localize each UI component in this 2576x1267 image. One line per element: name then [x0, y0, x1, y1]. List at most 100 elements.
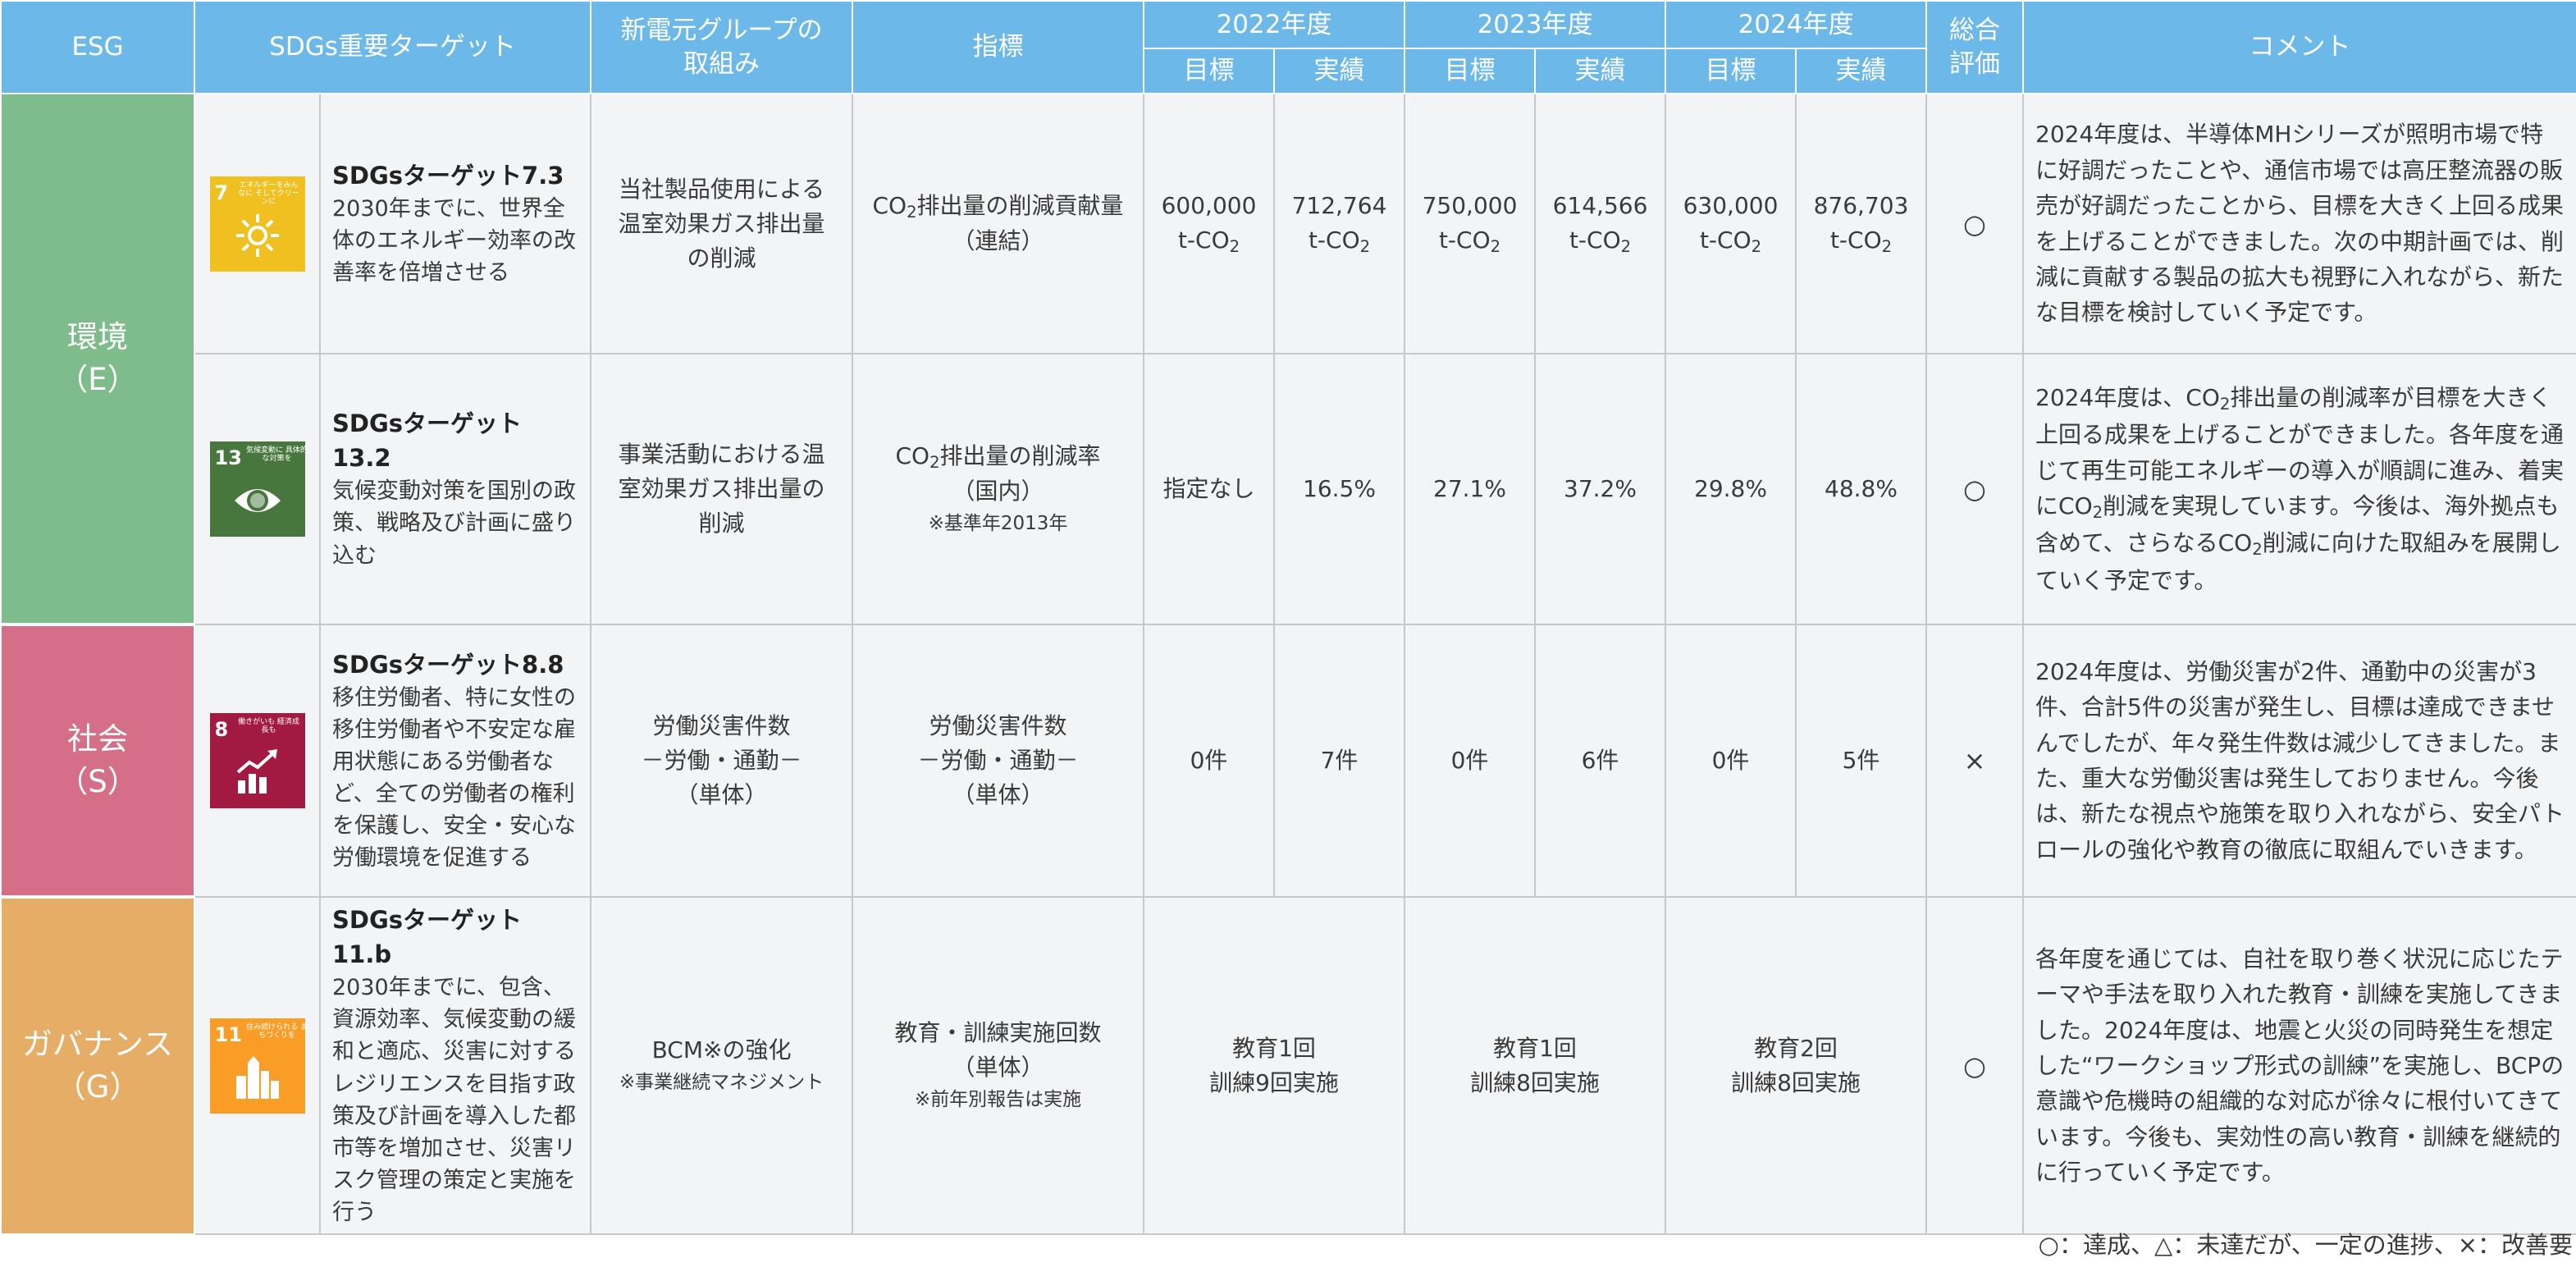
indicator-cell: 労働災害件数 －労働・通勤－ （単体） — [852, 624, 1145, 898]
subscript: 2 — [1229, 236, 1240, 256]
header-esg: ESG — [0, 0, 195, 94]
comment-text: 削減を実現しています。今後は、海外拠点も含めて、さらなるCO — [2035, 492, 2560, 557]
unit: t-CO — [1177, 226, 1230, 254]
effort-text: BCM※の強化 — [651, 1036, 792, 1064]
value-2022-combined: 教育1回 訓練9回実施 — [1143, 895, 1406, 1236]
indicator-scope: （国内） — [952, 478, 1044, 505]
indicator-text: 排出量の削減率 — [939, 441, 1101, 469]
sdg-target-cell: SDGsターゲット13.2 気候変動対策を国別の政策、戦略及び計画に盛り込む — [318, 353, 592, 625]
header-efforts: 新電元グループの取組み — [590, 0, 854, 94]
value-2024-target: 630,000 t-CO2 — [1665, 93, 1797, 354]
indicator-cell: 教育・訓練実施回数 （単体） ※前年別報告は実施 — [852, 895, 1145, 1236]
sdg-goal-text: エネルギーをみんなに そしてクリーンに — [238, 181, 299, 207]
indicator-text: CO — [872, 191, 907, 219]
evaluation-cell: × — [1925, 624, 2025, 898]
value-number: 876,703 — [1813, 191, 1909, 219]
value-2022-target: 600,000 t-CO2 — [1143, 93, 1276, 354]
sdg-target-title: SDGsターゲット13.2 — [332, 409, 523, 473]
eye-globe-icon — [234, 489, 281, 512]
value-2022-actual: 712,764 t-CO2 — [1273, 93, 1406, 354]
value-2023-combined: 教育1回訓練8回実施 — [1404, 895, 1667, 1236]
sdg-number: 8 — [214, 718, 229, 741]
comment-text: 2024年度は、CO — [2035, 384, 2220, 412]
value-number: 750,000 — [1422, 191, 1518, 219]
value-2024-actual: 876,703 t-CO2 — [1795, 93, 1928, 354]
sdg-icon-cell: 11 住み続けられる まちづくりを — [194, 895, 321, 1236]
comment-text: 削減に向けた取組みを展開していく予定です。 — [2035, 529, 2561, 594]
table-row: 環境 （E） 7 エネルギーをみんなに そしてクリーンに — [0, 93, 2576, 626]
value-2022-target: 0件 — [1143, 624, 1276, 898]
unit: t-CO — [1569, 226, 1621, 254]
comment-cell: 2024年度は、半導体MHシリーズが照明市場で特に好調だったことや、通信市場では… — [2022, 93, 2576, 354]
sdg11-badge: 11 住み続けられる まちづくりを — [209, 1018, 308, 1114]
effort-cell: 当社製品使用による温室効果ガス排出量の削減 — [590, 93, 854, 354]
value-2024-actual: 48.8% — [1795, 353, 1928, 625]
sdg-goal-text: 気候変動に 具体的な対策を — [246, 446, 308, 464]
unit: t-CO — [1308, 226, 1360, 254]
sdg13-badge: 13 気候変動に 具体的な対策を — [209, 441, 308, 537]
unit: t-CO — [1829, 226, 1882, 254]
header-2024-actual: 実績 — [1795, 48, 1928, 94]
comment-cell: 2024年度は、CO2排出量の削減率が目標を大きく上回る成果を上げることができま… — [2022, 353, 2576, 625]
value-2023-target: 27.1% — [1404, 353, 1537, 625]
value-number: 614,566 — [1552, 191, 1648, 219]
header-2022-target: 目標 — [1143, 48, 1276, 94]
esg-category-environment: 環境 （E） — [0, 93, 195, 626]
value-2023-target: 0件 — [1404, 624, 1537, 898]
sdg7-badge: 7 エネルギーをみんなに そしてクリーンに — [209, 176, 305, 272]
value-text: 教育2回 — [1754, 1034, 1838, 1062]
sdg-target-description: 移住労働者、特に女性の移住労働者や不安定な雇用状態にある労働者など、全ての労働者… — [332, 684, 576, 871]
subscript: 2 — [929, 452, 940, 472]
header-2024-target: 目標 — [1665, 48, 1797, 94]
subscript: 2 — [2092, 502, 2103, 522]
effort-text: －労働・通勤－ — [641, 747, 802, 774]
header-year-2022: 2022年度 — [1143, 0, 1406, 49]
value-text: 訓練8回実施 — [1470, 1068, 1600, 1096]
esg-code: （G） — [55, 1069, 140, 1105]
effort-text: （単体） — [675, 781, 768, 808]
effort-cell: BCM※の強化 ※事業継続マネジメント — [590, 895, 854, 1236]
sdg-number: 11 — [214, 1022, 242, 1046]
indicator-cell: CO2排出量の削減率 （国内） ※基準年2013年 — [852, 353, 1145, 625]
value-2023-actual: 614,566 t-CO2 — [1534, 93, 1667, 354]
growth-chart-icon — [236, 749, 277, 794]
value-2024-target: 0件 — [1665, 624, 1797, 898]
indicator-text: CO — [895, 441, 930, 469]
sdg-target-description: 気候変動対策を国別の政策、戦略及び計画に盛り込む — [332, 478, 576, 569]
header-2022-actual: 実績 — [1273, 48, 1406, 94]
value-text: 教育1回 — [1493, 1034, 1577, 1062]
sdg-icon-cell: 7 エネルギーをみんなに そしてクリーンに — [194, 93, 321, 354]
sdg-target-description: 2030年までに、包含、資源効率、気候変動の緩和と適応、災害に対するレジリエンス… — [332, 975, 576, 1226]
city-buildings-icon — [235, 1055, 279, 1099]
table-row: ガバナンス （G） 11 住み続けられる まちづくりを SDG — [0, 895, 2576, 1236]
evaluation-cell: ○ — [1925, 353, 2025, 625]
effort-text: 当社製品使用による温室効果ガス排出量の削減 — [618, 175, 825, 272]
esg-code: （S） — [57, 764, 138, 799]
header-comment: コメント — [2022, 0, 2576, 94]
evaluation-cell: ○ — [1925, 93, 2025, 354]
value-text: 訓練9回実施 — [1209, 1068, 1339, 1096]
subscript: 2 — [1751, 236, 1762, 256]
subscript: 2 — [1881, 236, 1893, 256]
comment-text: 排出量の削減率が目標を大きく上回る成果を上げることができました。各年度を通じて再… — [2035, 384, 2565, 520]
subscript: 2 — [2219, 394, 2231, 414]
value-number: 630,000 — [1683, 191, 1779, 219]
sdg-goal-text: 働きがいも 経済成長も — [238, 718, 299, 735]
value-2023-target: 750,000 t-CO2 — [1404, 93, 1537, 354]
effort-note: ※事業継続マネジメント — [619, 1072, 824, 1094]
subscript: 2 — [1490, 236, 1501, 256]
sdg-number: 13 — [214, 446, 242, 469]
header-2023-target: 目標 — [1404, 48, 1537, 94]
table-row: 社会 （S） 8 働きがいも 経済成長も SDGsターゲット8 — [0, 624, 2576, 899]
sdg-target-title: SDGsターゲット8.8 — [332, 650, 564, 679]
esg-label: 社会 — [67, 721, 128, 757]
sun-icon — [235, 213, 279, 257]
subscript: 2 — [1359, 236, 1371, 256]
comment-cell: 2024年度は、労働災害が2件、通勤中の災害が3件、合計5件の災害が発生し、目標… — [2022, 624, 2576, 898]
esg-label: 環境 — [67, 319, 128, 355]
indicator-note: ※基準年2013年 — [928, 513, 1068, 535]
value-text: 訓練8回実施 — [1731, 1068, 1861, 1096]
sdg-goal-text: 住み続けられる まちづくりを — [246, 1022, 308, 1040]
effort-cell: 事業活動における温室効果ガス排出量の削減 — [590, 353, 854, 625]
sdg-target-title: SDGsターゲット7.3 — [332, 161, 564, 190]
